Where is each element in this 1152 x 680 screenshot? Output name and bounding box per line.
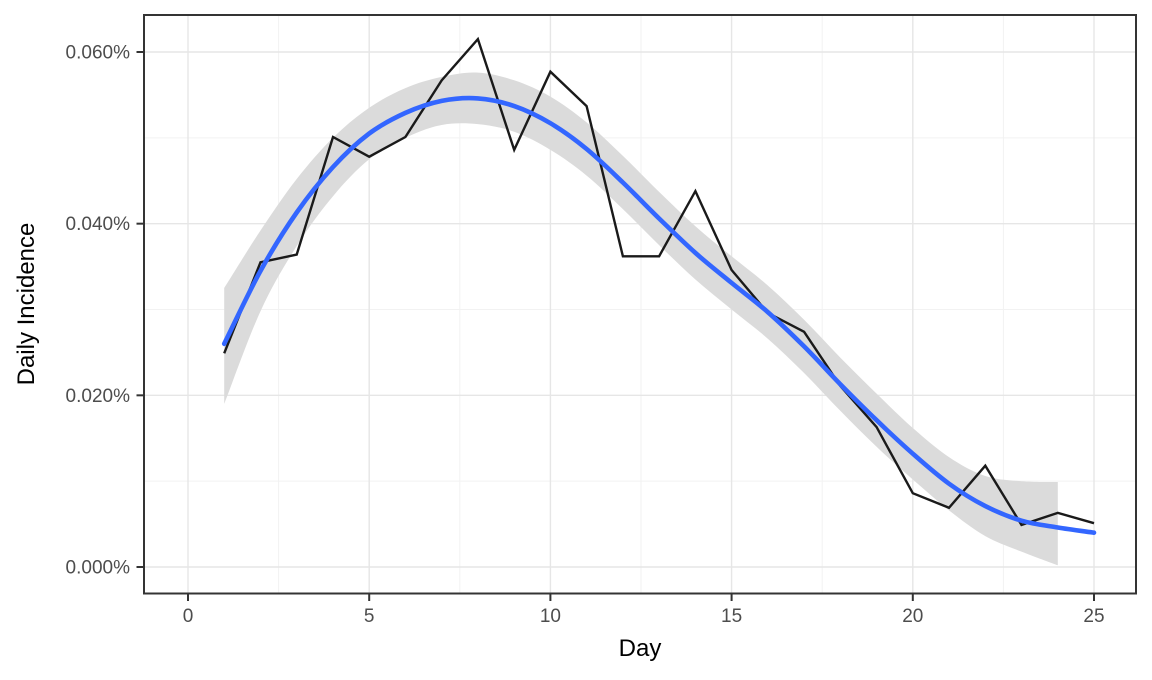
smooth-line — [221, 95, 1097, 535]
axis-ticks — [136, 51, 1095, 601]
x-tick-label: 5 — [364, 606, 375, 627]
x-tick-label: 10 — [540, 606, 561, 627]
y-tick-label: 0.000% — [66, 558, 131, 579]
y-tick-label: 0.020% — [66, 386, 131, 407]
y-axis-title: Daily Incidence — [13, 223, 40, 386]
confidence-band — [224, 72, 1058, 566]
x-tick-label: 20 — [902, 606, 923, 627]
y-tick-label: 0.060% — [66, 43, 131, 64]
x-tick-label: 15 — [721, 606, 742, 627]
x-tick-label: 25 — [1083, 606, 1104, 627]
observed-line — [223, 36, 1095, 527]
x-tick-label: 0 — [183, 606, 194, 627]
y-tick-label: 0.040% — [66, 214, 131, 235]
panel-border — [143, 14, 1137, 595]
x-axis-title: Day — [619, 635, 662, 662]
